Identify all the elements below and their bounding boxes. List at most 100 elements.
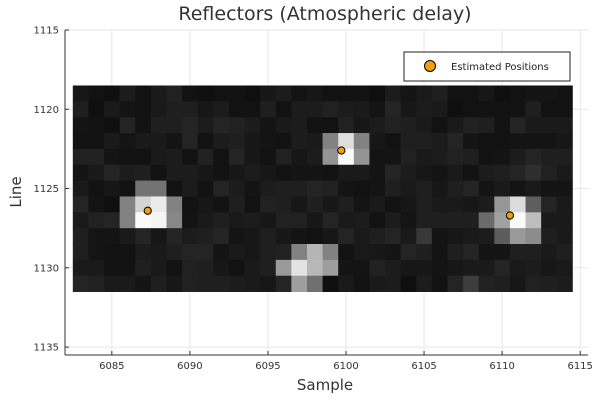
heatmap-cell [135, 275, 152, 292]
heatmap-cell [306, 164, 323, 182]
heatmap-cell [244, 148, 261, 166]
heatmap-cell [72, 133, 89, 150]
heatmap-cell [509, 212, 526, 229]
heatmap-cell [213, 228, 230, 245]
heatmap-cell [541, 164, 558, 182]
heatmap-cell [494, 275, 511, 292]
heatmap-cell [197, 101, 214, 118]
heatmap-cell [322, 228, 339, 245]
heatmap-cell [463, 228, 480, 245]
heatmap-cell [72, 244, 89, 261]
heatmap-cell [338, 244, 355, 261]
heatmap-cell [416, 117, 433, 134]
heatmap-cell [463, 180, 480, 197]
heatmap-cell [88, 212, 105, 229]
heatmap-cell [447, 101, 464, 118]
heatmap-cell [213, 148, 230, 166]
heatmap-cell [525, 212, 542, 229]
heatmap-cell [291, 228, 308, 245]
heatmap-cell [353, 164, 370, 182]
heatmap-cell [353, 148, 370, 166]
heatmap-cell [275, 101, 292, 118]
legend: Estimated Positions [403, 51, 571, 82]
heatmap-cell [556, 117, 573, 134]
heatmap-cell [213, 101, 230, 118]
heatmap-cell [275, 85, 292, 102]
heatmap-cell [275, 275, 292, 292]
heatmap-cell [291, 85, 308, 102]
heatmap-cell [119, 228, 136, 245]
heatmap-cell [369, 148, 386, 166]
heatmap-cell [228, 101, 245, 118]
heatmap-cell [478, 212, 495, 229]
heatmap-cell [338, 164, 355, 182]
estimated-position-point [505, 211, 515, 220]
heatmap-cell [494, 117, 511, 134]
heatmap-cell [119, 212, 136, 229]
heatmap-cell [400, 133, 417, 150]
x-tick-label: 6095 [255, 361, 280, 372]
heatmap-cell [541, 244, 558, 261]
heatmap-cell [166, 259, 183, 277]
heatmap-cell [260, 275, 277, 292]
heatmap-cell [385, 148, 402, 166]
heatmap-cell [228, 180, 245, 197]
heatmap-cell [556, 148, 573, 166]
heatmap-cell [353, 212, 370, 229]
heatmap-cell [166, 148, 183, 166]
heatmap-cell [525, 228, 542, 245]
heatmap-cell [119, 164, 136, 182]
heatmap-cell [322, 244, 339, 261]
heatmap-cell [72, 275, 89, 292]
heatmap-cell [525, 180, 542, 197]
heatmap-cell [166, 275, 183, 292]
heatmap-cell [166, 244, 183, 261]
heatmap-cell [135, 212, 152, 229]
heatmap-cell [385, 101, 402, 118]
heatmap-cell [260, 133, 277, 150]
x-axis-title: Sample [297, 376, 353, 394]
heatmap-cell [244, 101, 261, 118]
heatmap-cell [509, 196, 526, 213]
heatmap-cell [228, 196, 245, 213]
heatmap-cell [244, 275, 261, 292]
heatmap-cell [197, 196, 214, 213]
heatmap-cell [541, 259, 558, 277]
axes [64, 30, 588, 356]
heatmap-cell [104, 148, 121, 166]
heatmap-cell [244, 133, 261, 150]
heatmap-cell [369, 244, 386, 261]
heatmap-cell [150, 259, 167, 277]
heatmap-cell [119, 148, 136, 166]
heatmap-cell [416, 275, 433, 292]
heatmap-cell [322, 101, 339, 118]
heatmap-cell [228, 212, 245, 229]
heatmap-cell [72, 164, 89, 182]
heatmap-cell [135, 148, 152, 166]
heatmap-cell [385, 275, 402, 292]
heatmap-cell [447, 117, 464, 134]
heatmap-cell [431, 180, 448, 197]
heatmap-cell [463, 196, 480, 213]
heatmap-cell [447, 148, 464, 166]
heatmap-cell [150, 244, 167, 261]
heatmap-cell [556, 196, 573, 213]
heatmap-cell [119, 117, 136, 134]
heatmap-cell [197, 259, 214, 277]
heatmap-cell [260, 101, 277, 118]
x-tick-label: 6085 [99, 361, 124, 372]
heatmap-cell [213, 164, 230, 182]
heatmap-cell [291, 259, 308, 277]
heatmap-cell [556, 212, 573, 229]
heatmap-cell [478, 85, 495, 102]
heatmap-cell [119, 85, 136, 102]
heatmap-cell [197, 244, 214, 261]
heatmap-cell [525, 148, 542, 166]
heatmap-cell [291, 196, 308, 213]
heatmap-cell [541, 212, 558, 229]
heatmap-cell [260, 180, 277, 197]
heatmap-cell [463, 259, 480, 277]
heatmap-cell [306, 85, 323, 102]
heatmap-cell [213, 180, 230, 197]
heatmap-cell [135, 228, 152, 245]
